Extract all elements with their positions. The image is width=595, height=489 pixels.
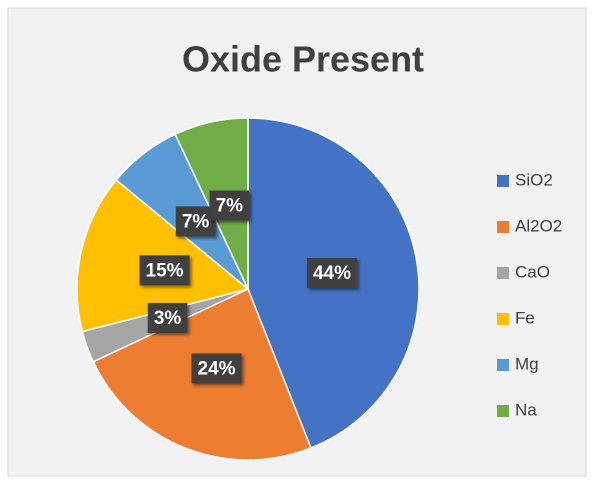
legend-label: SiO2 [515, 170, 553, 189]
legend-label: Mg [515, 354, 539, 373]
data-label-box [209, 190, 250, 221]
legend-label: Na [515, 400, 537, 419]
legend-swatch [497, 359, 509, 371]
legend-label: CaO [515, 262, 550, 281]
data-label: 7% [175, 206, 216, 237]
data-label: 15% [139, 255, 190, 286]
data-label-box [191, 353, 242, 384]
legend-swatch [497, 405, 509, 417]
legend-swatch [497, 221, 509, 233]
data-label: 7% [209, 190, 250, 221]
data-label: 44% [306, 257, 358, 288]
data-label: 3% [147, 302, 188, 333]
legend-swatch [497, 175, 509, 187]
data-label-box [306, 257, 358, 288]
legend-swatch [497, 313, 509, 325]
legend-label: Al2O2 [515, 216, 562, 235]
legend-swatch [497, 267, 509, 279]
data-label-text: 15% [146, 260, 184, 281]
data-label-text: 3% [154, 308, 182, 329]
data-label-text: 44% [313, 263, 351, 284]
data-label-box [139, 255, 190, 286]
data-label-text: 24% [198, 359, 236, 380]
chart-title: Oxide Present [182, 39, 424, 80]
legend-label: Fe [515, 308, 535, 327]
data-label-box [175, 206, 216, 237]
data-label-text: 7% [182, 211, 210, 232]
data-label-box [147, 302, 188, 333]
data-label: 24% [191, 353, 242, 384]
data-label-text: 7% [216, 196, 244, 217]
